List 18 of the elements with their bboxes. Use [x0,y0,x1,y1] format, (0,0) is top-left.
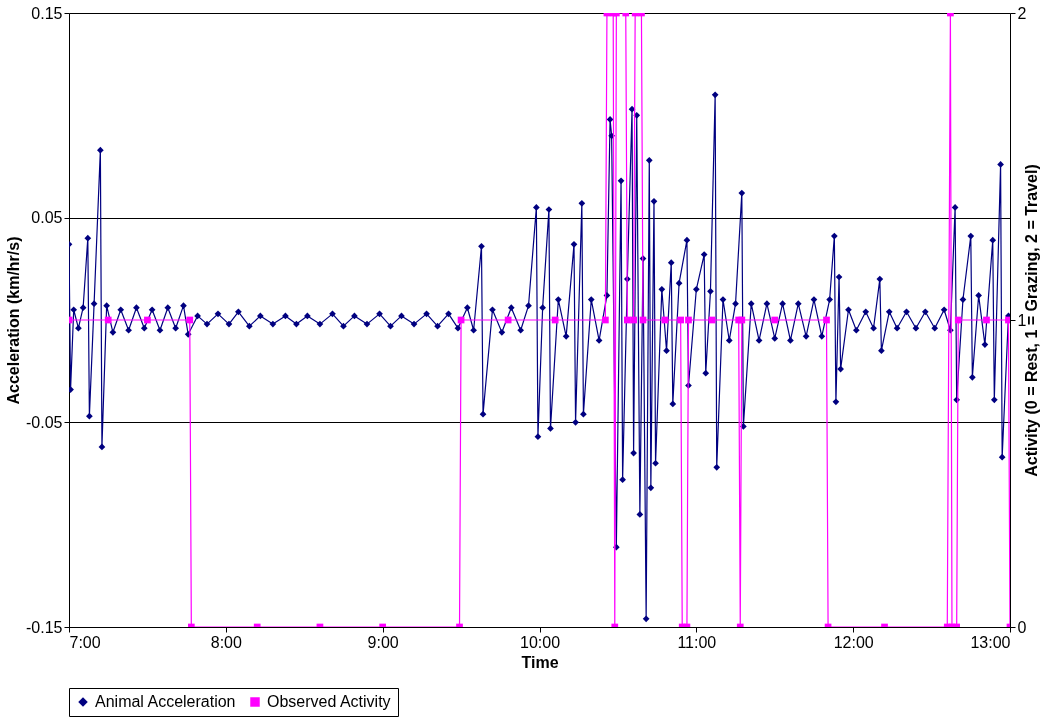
y-tick-label: 0.05 [31,209,63,227]
y2-tick-label: 0 [1017,618,1027,636]
y2-tick-label: 1 [1017,311,1027,329]
y-axis-title: Acceleration (km/hr/s) [5,236,23,405]
x-axis-title: Time [521,653,559,671]
x-tick-label: 13:00 [970,633,1011,651]
x-tick-label: 11:00 [677,633,717,651]
x-tick-label: 9:00 [367,633,399,651]
x-tick-label: 7:00 [69,633,101,651]
y2-tick-label: 2 [1017,4,1027,22]
y-tick-label: 0.15 [31,4,63,22]
legend-label: Animal Acceleration [95,693,236,710]
y-tick-label: -0.05 [26,413,63,431]
legend-label: Observed Activity [267,693,391,710]
x-tick-label: 8:00 [210,633,243,651]
x-tick-label: 12:00 [833,633,874,651]
x-tick-label: 10:00 [519,633,561,651]
y-tick-label: -0.15 [26,618,63,636]
